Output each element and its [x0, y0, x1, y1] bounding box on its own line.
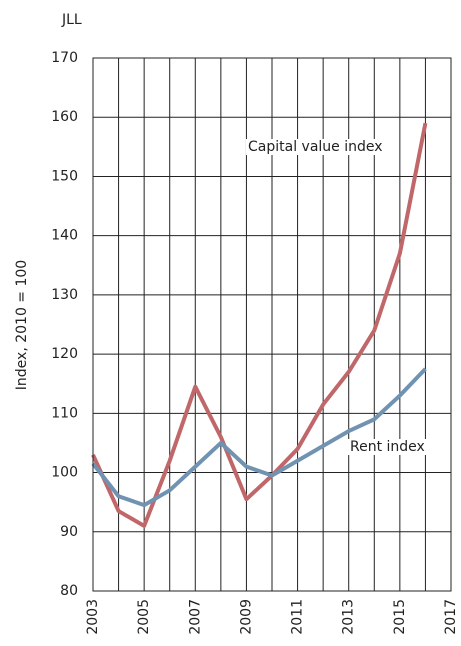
series-line — [91, 367, 427, 508]
x-tick-label: 2017 — [443, 599, 459, 635]
x-tick-label: 2005 — [136, 599, 152, 635]
y-tick-label: 110 — [51, 405, 78, 421]
plot-frame — [92, 57, 452, 592]
y-tick-label: 120 — [51, 346, 78, 362]
label-background — [246, 139, 385, 155]
y-tick-label: 130 — [51, 287, 78, 303]
x-tick-label: 2011 — [290, 599, 306, 635]
x-tick-label: 2007 — [187, 599, 203, 635]
y-axis-label: Index, 2010 = 100 — [14, 260, 30, 390]
x-tick-label: 2003 — [85, 599, 101, 635]
y-tick-label: 100 — [51, 465, 78, 481]
series-label: Rent index — [350, 439, 425, 455]
y-tick-label: 150 — [51, 168, 78, 184]
y-tick-label: 90 — [60, 524, 78, 540]
y-tick-label: 160 — [51, 109, 78, 125]
x-tick-label: 2009 — [238, 599, 254, 635]
y-tick-label: 140 — [51, 228, 78, 244]
x-tick-label: 2015 — [392, 599, 408, 635]
source: JLL — [61, 12, 82, 28]
y-tick-label: 80 — [60, 583, 78, 599]
label-background — [348, 439, 427, 455]
y-tick-label: 170 — [51, 50, 78, 66]
x-tick-label: 2013 — [341, 599, 357, 635]
series-label: Capital value index — [248, 139, 383, 155]
series-line — [91, 122, 428, 528]
